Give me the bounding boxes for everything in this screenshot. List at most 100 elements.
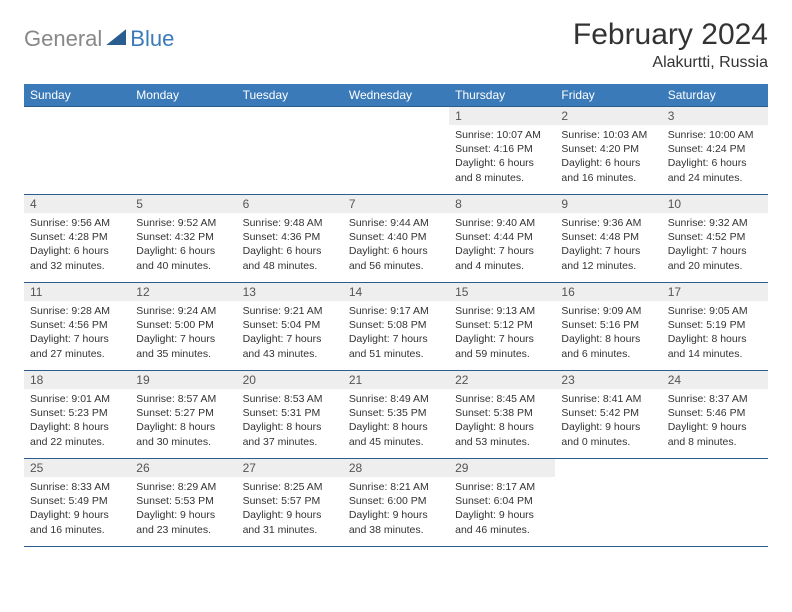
- sunrise-text: Sunrise: 8:17 AM: [455, 480, 549, 494]
- calendar-cell: [237, 107, 343, 195]
- daylight-text: Daylight: 6 hours and 32 minutes.: [30, 244, 124, 272]
- calendar-cell: 16Sunrise: 9:09 AMSunset: 5:16 PMDayligh…: [555, 283, 661, 371]
- sunset-text: Sunset: 5:31 PM: [243, 406, 337, 420]
- sunset-text: Sunset: 5:00 PM: [136, 318, 230, 332]
- sunrise-text: Sunrise: 9:40 AM: [455, 216, 549, 230]
- sunset-text: Sunset: 5:04 PM: [243, 318, 337, 332]
- sunrise-text: Sunrise: 8:41 AM: [561, 392, 655, 406]
- sunrise-text: Sunrise: 9:13 AM: [455, 304, 549, 318]
- day-body: Sunrise: 9:40 AMSunset: 4:44 PMDaylight:…: [449, 213, 555, 277]
- calendar-cell: 7Sunrise: 9:44 AMSunset: 4:40 PMDaylight…: [343, 195, 449, 283]
- calendar-cell: [343, 107, 449, 195]
- calendar-cell: 3Sunrise: 10:00 AMSunset: 4:24 PMDayligh…: [662, 107, 768, 195]
- calendar-cell: 10Sunrise: 9:32 AMSunset: 4:52 PMDayligh…: [662, 195, 768, 283]
- sunrise-text: Sunrise: 8:49 AM: [349, 392, 443, 406]
- title-block: February 2024 Alakurtti, Russia: [573, 18, 768, 72]
- sunrise-text: Sunrise: 10:07 AM: [455, 128, 549, 142]
- day-number: 24: [662, 371, 768, 389]
- sunset-text: Sunset: 5:35 PM: [349, 406, 443, 420]
- calendar-cell: 15Sunrise: 9:13 AMSunset: 5:12 PMDayligh…: [449, 283, 555, 371]
- sunrise-text: Sunrise: 9:28 AM: [30, 304, 124, 318]
- sunset-text: Sunset: 4:56 PM: [30, 318, 124, 332]
- sunset-text: Sunset: 6:04 PM: [455, 494, 549, 508]
- sunset-text: Sunset: 4:16 PM: [455, 142, 549, 156]
- day-number: 26: [130, 459, 236, 477]
- daylight-text: Daylight: 8 hours and 37 minutes.: [243, 420, 337, 448]
- day-number: 18: [24, 371, 130, 389]
- day-number: 5: [130, 195, 236, 213]
- day-number: 7: [343, 195, 449, 213]
- day-body: Sunrise: 8:29 AMSunset: 5:53 PMDaylight:…: [130, 477, 236, 541]
- daylight-text: Daylight: 8 hours and 45 minutes.: [349, 420, 443, 448]
- day-body: Sunrise: 9:36 AMSunset: 4:48 PMDaylight:…: [555, 213, 661, 277]
- sunset-text: Sunset: 6:00 PM: [349, 494, 443, 508]
- dayhead-sun: Sunday: [24, 84, 130, 107]
- sunrise-text: Sunrise: 9:56 AM: [30, 216, 124, 230]
- sunrise-text: Sunrise: 9:44 AM: [349, 216, 443, 230]
- sunset-text: Sunset: 5:42 PM: [561, 406, 655, 420]
- day-body: Sunrise: 8:41 AMSunset: 5:42 PMDaylight:…: [555, 389, 661, 453]
- day-body: Sunrise: 8:37 AMSunset: 5:46 PMDaylight:…: [662, 389, 768, 453]
- calendar-cell: 21Sunrise: 8:49 AMSunset: 5:35 PMDayligh…: [343, 371, 449, 459]
- calendar-cell: 25Sunrise: 8:33 AMSunset: 5:49 PMDayligh…: [24, 459, 130, 547]
- calendar-cell: 4 Sunrise: 9:56 AMSunset: 4:28 PMDaylight…: [24, 195, 130, 283]
- sunrise-text: Sunrise: 8:25 AM: [243, 480, 337, 494]
- daylight-text: Daylight: 6 hours and 16 minutes.: [561, 156, 655, 184]
- sunset-text: Sunset: 5:19 PM: [668, 318, 762, 332]
- daylight-text: Daylight: 7 hours and 35 minutes.: [136, 332, 230, 360]
- sunrise-text: Sunrise: 9:48 AM: [243, 216, 337, 230]
- day-number: 14: [343, 283, 449, 301]
- sunrise-text: Sunrise: 9:01 AM: [30, 392, 124, 406]
- day-body: Sunrise: 10:00 AMSunset: 4:24 PMDaylight…: [662, 125, 768, 189]
- day-number: 10: [662, 195, 768, 213]
- calendar-cell: 11Sunrise: 9:28 AMSunset: 4:56 PMDayligh…: [24, 283, 130, 371]
- daylight-text: Daylight: 9 hours and 0 minutes.: [561, 420, 655, 448]
- day-body: Sunrise: 8:25 AMSunset: 5:57 PMDaylight:…: [237, 477, 343, 541]
- day-number: 25: [24, 459, 130, 477]
- daylight-text: Daylight: 8 hours and 14 minutes.: [668, 332, 762, 360]
- day-number: 19: [130, 371, 236, 389]
- calendar-cell: 17Sunrise: 9:05 AMSunset: 5:19 PMDayligh…: [662, 283, 768, 371]
- calendar-cell: 28Sunrise: 8:21 AMSunset: 6:00 PMDayligh…: [343, 459, 449, 547]
- day-number: 6: [237, 195, 343, 213]
- dayhead-mon: Monday: [130, 84, 236, 107]
- day-body: Sunrise: 8:53 AMSunset: 5:31 PMDaylight:…: [237, 389, 343, 453]
- day-body: Sunrise: 8:45 AMSunset: 5:38 PMDaylight:…: [449, 389, 555, 453]
- dayhead-thu: Thursday: [449, 84, 555, 107]
- sunset-text: Sunset: 4:20 PM: [561, 142, 655, 156]
- sunrise-text: Sunrise: 8:33 AM: [30, 480, 124, 494]
- sunset-text: Sunset: 5:53 PM: [136, 494, 230, 508]
- day-body: Sunrise: 8:33 AMSunset: 5:49 PMDaylight:…: [24, 477, 130, 541]
- dayhead-sat: Saturday: [662, 84, 768, 107]
- sunset-text: Sunset: 4:28 PM: [30, 230, 124, 244]
- calendar-row: 4Sunrise: 9:56 AMSunset: 4:28 PMDaylight…: [24, 195, 768, 283]
- day-number: 13: [237, 283, 343, 301]
- brand-logo: General Blue: [24, 18, 174, 52]
- daylight-text: Daylight: 9 hours and 31 minutes.: [243, 508, 337, 536]
- calendar-cell: 18 Sunrise: 9:01 AMSunset: 5:23 PMDayligh…: [24, 371, 130, 459]
- sunset-text: Sunset: 4:40 PM: [349, 230, 443, 244]
- day-number: 2: [555, 107, 661, 125]
- sunrise-text: Sunrise: 8:29 AM: [136, 480, 230, 494]
- dayhead-wed: Wednesday: [343, 84, 449, 107]
- calendar-cell: [662, 459, 768, 547]
- day-number: 1: [449, 107, 555, 125]
- day-number: 17: [662, 283, 768, 301]
- daylight-text: Daylight: 8 hours and 22 minutes.: [30, 420, 124, 448]
- daylight-text: Daylight: 7 hours and 4 minutes.: [455, 244, 549, 272]
- sunset-text: Sunset: 5:46 PM: [668, 406, 762, 420]
- daylight-text: Daylight: 7 hours and 59 minutes.: [455, 332, 549, 360]
- day-body: Sunrise: 8:57 AMSunset: 5:27 PMDaylight:…: [130, 389, 236, 453]
- sunset-text: Sunset: 5:57 PM: [243, 494, 337, 508]
- sunrise-text: Sunrise: 9:21 AM: [243, 304, 337, 318]
- day-body: Sunrise: 9:44 AMSunset: 4:40 PMDaylight:…: [343, 213, 449, 277]
- day-number: 4: [24, 195, 130, 213]
- month-title: February 2024: [573, 18, 768, 52]
- day-number: 8: [449, 195, 555, 213]
- day-header-row: Sunday Monday Tuesday Wednesday Thursday…: [24, 84, 768, 107]
- day-body: Sunrise: 9:52 AMSunset: 4:32 PMDaylight:…: [130, 213, 236, 277]
- sunset-text: Sunset: 5:23 PM: [30, 406, 124, 420]
- day-number: 12: [130, 283, 236, 301]
- sunset-text: Sunset: 4:24 PM: [668, 142, 762, 156]
- day-body: Sunrise: 8:17 AMSunset: 6:04 PMDaylight:…: [449, 477, 555, 541]
